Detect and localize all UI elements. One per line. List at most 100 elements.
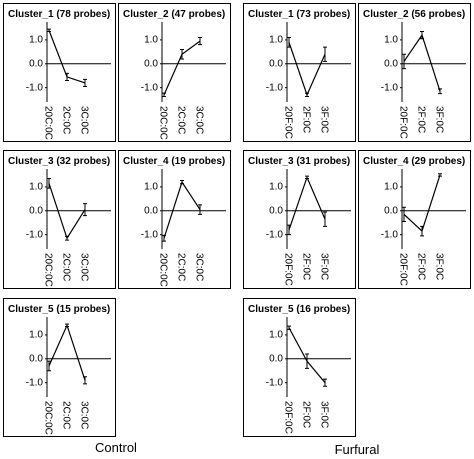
y-tick-label: 0.0 bbox=[269, 205, 283, 216]
x-tick-label: 3F:0C bbox=[318, 106, 329, 133]
error-bar bbox=[162, 92, 166, 98]
panel-title: Cluster_1 (78 probes) bbox=[8, 9, 110, 20]
x-tick-label: 2C:0C bbox=[175, 106, 186, 134]
error-bar bbox=[162, 234, 166, 242]
y-tick-label: 1.0 bbox=[269, 182, 283, 193]
panel: Cluster_2 (47 probes) 1.0 0.0 -1.0 20C:0C 2C:… bbox=[118, 3, 231, 142]
panel-frame bbox=[243, 150, 356, 289]
y-tick-label: -1.0 bbox=[141, 82, 159, 93]
y-tick-label: 1.0 bbox=[29, 330, 43, 341]
y-tick-label: 1.0 bbox=[269, 330, 283, 341]
panel: Cluster_1 (73 probes) 1.0 0.0 -1.0 20F:0C 2F:… bbox=[243, 3, 356, 142]
x-tick-label: 3F:0C bbox=[433, 253, 444, 280]
panel-frame bbox=[118, 3, 231, 142]
panel: Cluster_5 (15 probes) 1.0 0.0 -1.0 20C:0C 2C:… bbox=[3, 298, 116, 437]
y-tick-label: 0.0 bbox=[144, 205, 158, 216]
error-bar bbox=[287, 325, 291, 330]
x-tick-label: 3C:0C bbox=[78, 253, 89, 281]
x-tick-label: 2F:0C bbox=[300, 106, 311, 133]
error-bar bbox=[198, 37, 202, 46]
x-tick-label: 20C:0C bbox=[42, 253, 53, 287]
x-tick-label: 20C:0C bbox=[157, 106, 168, 140]
x-tick-label: 20F:0C bbox=[397, 253, 408, 286]
error-bar bbox=[198, 204, 202, 215]
error-bar bbox=[323, 46, 327, 62]
y-tick-label: -1.0 bbox=[26, 229, 44, 240]
error-bar bbox=[65, 235, 69, 241]
panel: Cluster_4 (19 probes) 1.0 0.0 -1.0 20C:0C 2C:… bbox=[118, 150, 231, 289]
panel-title: Cluster_3 (32 probes) bbox=[8, 156, 110, 167]
series-line bbox=[403, 174, 441, 233]
y-tick-label: 0.0 bbox=[144, 58, 158, 69]
x-tick-label: 2F:0C bbox=[415, 253, 426, 280]
y-tick-label: 1.0 bbox=[384, 182, 398, 193]
x-tick-label: 3F:0C bbox=[318, 401, 329, 428]
error-bar bbox=[83, 78, 87, 87]
panel-title: Cluster_2 (47 probes) bbox=[123, 9, 225, 20]
panel-frame bbox=[243, 3, 356, 142]
x-tick-label: 2C:0C bbox=[60, 253, 71, 281]
panel-title: Cluster_2 (56 probes) bbox=[363, 9, 465, 20]
y-tick-label: -1.0 bbox=[26, 82, 44, 93]
panel: Cluster_3 (32 probes) 1.0 0.0 -1.0 20C:0C 2C:… bbox=[3, 150, 116, 289]
group-label: Furfural bbox=[335, 442, 380, 457]
error-bar bbox=[402, 206, 406, 223]
x-tick-label: 20F:0C bbox=[282, 401, 293, 434]
y-tick-label: -1.0 bbox=[141, 229, 159, 240]
error-bar bbox=[180, 179, 184, 185]
x-tick-label: 3C:0C bbox=[78, 106, 89, 134]
error-bar bbox=[47, 360, 51, 372]
y-tick-label: 1.0 bbox=[29, 35, 43, 46]
panel: Cluster_1 (78 probes) 1.0 0.0 -1.0 20C:0C 2C:… bbox=[3, 3, 116, 142]
error-bar bbox=[287, 224, 291, 236]
x-tick-label: 3F:0C bbox=[433, 106, 444, 133]
x-tick-label: 20F:0C bbox=[397, 106, 408, 139]
error-bar bbox=[287, 37, 291, 48]
group-label: Control bbox=[95, 440, 137, 455]
panel-frame bbox=[243, 298, 356, 437]
y-tick-label: 0.0 bbox=[29, 58, 43, 69]
error-bar bbox=[47, 178, 51, 189]
panel-title: Cluster_5 (16 probes) bbox=[248, 304, 350, 315]
error-bar bbox=[420, 31, 424, 40]
error-bar bbox=[47, 28, 51, 33]
panel-frame bbox=[358, 150, 471, 289]
x-tick-label: 2C:0C bbox=[60, 401, 71, 429]
series-line bbox=[48, 323, 86, 381]
panel-frame bbox=[3, 3, 116, 142]
y-tick-label: -1.0 bbox=[26, 377, 44, 388]
error-bar bbox=[323, 211, 327, 227]
x-tick-label: 2F:0C bbox=[300, 401, 311, 428]
x-tick-label: 2F:0C bbox=[415, 106, 426, 133]
error-bar bbox=[438, 88, 442, 95]
y-tick-label: 1.0 bbox=[144, 35, 158, 46]
panel-title: Cluster_1 (73 probes) bbox=[248, 9, 350, 20]
y-tick-label: 0.0 bbox=[269, 58, 283, 69]
x-tick-label: 3C:0C bbox=[193, 106, 204, 134]
y-tick-label: 0.0 bbox=[384, 58, 398, 69]
y-tick-label: 1.0 bbox=[144, 182, 158, 193]
error-bar bbox=[323, 378, 327, 387]
x-tick-label: 2C:0C bbox=[175, 253, 186, 281]
x-tick-label: 3C:0C bbox=[78, 401, 89, 429]
y-tick-label: -1.0 bbox=[266, 229, 284, 240]
y-tick-label: -1.0 bbox=[381, 229, 399, 240]
x-tick-label: 20F:0C bbox=[282, 106, 293, 139]
panel-title: Cluster_4 (29 probes) bbox=[363, 156, 465, 167]
y-tick-label: 1.0 bbox=[269, 35, 283, 46]
y-tick-label: -1.0 bbox=[266, 82, 284, 93]
error-bar bbox=[83, 203, 87, 217]
panel: Cluster_2 (56 probes) 1.0 0.0 -1.0 20F:0C 2F:… bbox=[358, 3, 471, 142]
error-bar bbox=[305, 353, 309, 369]
error-bar bbox=[305, 175, 309, 180]
y-tick-label: 1.0 bbox=[29, 182, 43, 193]
panel-frame bbox=[358, 3, 471, 142]
series-line bbox=[403, 33, 441, 92]
panel-title: Cluster_4 (19 probes) bbox=[123, 156, 225, 167]
x-tick-label: 2C:0C bbox=[60, 106, 71, 134]
error-bar bbox=[402, 53, 406, 70]
x-tick-label: 3F:0C bbox=[318, 253, 329, 280]
error-bar bbox=[65, 323, 69, 328]
series-line bbox=[288, 42, 326, 97]
x-tick-label: 3C:0C bbox=[193, 253, 204, 281]
